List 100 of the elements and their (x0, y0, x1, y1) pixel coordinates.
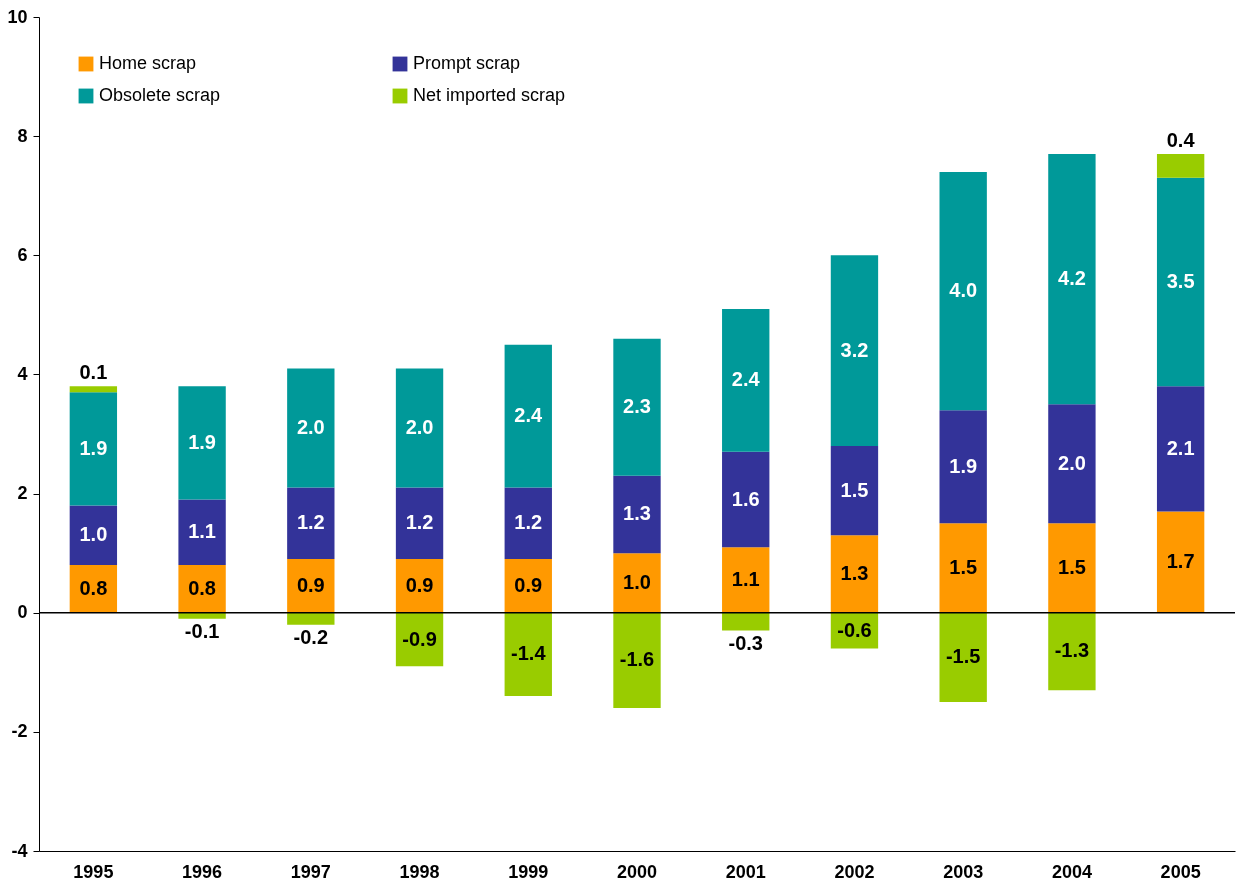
data-label: 1.2 (405, 511, 434, 534)
bar (287, 487, 335, 560)
bar (722, 612, 770, 631)
data-label: -1.3 (1054, 639, 1090, 662)
x-tick-label: 2005 (1160, 861, 1201, 882)
bar (178, 612, 226, 619)
data-label: 3.5 (1166, 270, 1195, 293)
x-tick-label: 1996 (182, 861, 223, 882)
legend-label: Obsolete scrap (99, 85, 221, 105)
data-label: 1.5 (1058, 556, 1086, 579)
bar (69, 392, 118, 506)
y-tick-label: -4 (11, 840, 28, 861)
bar (1048, 404, 1096, 524)
bar (1156, 177, 1205, 387)
bar (504, 612, 552, 697)
bar (287, 368, 335, 488)
data-label: 0.4 (1166, 129, 1196, 152)
bar (613, 475, 661, 554)
y-tick-label: 10 (7, 6, 28, 27)
data-label: 1.2 (514, 511, 543, 534)
bar (395, 368, 444, 488)
data-label: 1.9 (949, 454, 978, 477)
data-label: 1.9 (188, 430, 216, 453)
bar (178, 386, 226, 500)
data-label: 1.1 (731, 567, 760, 590)
bar (504, 344, 552, 488)
bar (1156, 511, 1205, 613)
data-label: 1.0 (623, 570, 651, 593)
x-tick-label: 2004 (1051, 861, 1092, 882)
data-label: 1.5 (949, 556, 978, 579)
y-tick-label: 2 (17, 483, 28, 504)
data-label: -0.3 (728, 631, 763, 654)
bar (613, 612, 661, 709)
data-label: 1.7 (1166, 550, 1195, 573)
legend-label: Home scrap (99, 53, 197, 73)
bar (1048, 523, 1096, 613)
bar (395, 487, 444, 560)
legend-label: Net imported scrap (413, 85, 566, 105)
bar (722, 308, 770, 452)
x-tick-label: 2000 (616, 861, 658, 882)
data-label: 1.9 (79, 436, 108, 459)
data-label: 2.4 (514, 404, 544, 427)
legend-label: Prompt scrap (413, 53, 521, 73)
bar (939, 612, 987, 703)
bar (939, 523, 987, 613)
x-tick-label: 1998 (399, 861, 440, 882)
data-label: -1.6 (619, 648, 655, 671)
data-label: 1.5 (840, 478, 869, 501)
bar (613, 338, 661, 476)
data-label: 0.8 (188, 576, 216, 599)
data-label: 1.3 (840, 561, 869, 584)
data-label: -0.1 (184, 619, 220, 642)
data-label: 4.0 (949, 279, 978, 302)
y-tick-label: 0 (17, 602, 28, 623)
x-tick-label: 2002 (834, 861, 875, 882)
bar (1156, 154, 1205, 178)
bar (69, 505, 118, 566)
y-tick-label: 8 (17, 125, 28, 146)
x-tick-label: 1997 (290, 861, 331, 882)
bar (722, 547, 770, 613)
data-label: -0.6 (837, 618, 872, 641)
bar (1048, 612, 1096, 691)
y-tick-label: 6 (17, 244, 28, 265)
x-tick-label: 1999 (508, 861, 549, 882)
bar (830, 535, 879, 613)
data-label: -1.4 (511, 642, 547, 665)
x-tick-label: 1995 (73, 861, 114, 882)
bar (178, 499, 226, 566)
data-label: 1.3 (623, 502, 651, 525)
bar (613, 553, 661, 613)
data-label: 1.6 (731, 487, 760, 510)
data-label: 0.1 (79, 361, 108, 384)
data-label: 0.9 (405, 573, 434, 596)
x-tick-label: 2003 (943, 861, 984, 882)
y-tick-label: -2 (11, 721, 28, 742)
data-label: 2.4 (731, 368, 761, 391)
bar (69, 386, 118, 393)
y-tick-label: 4 (17, 363, 28, 384)
bar (504, 487, 552, 560)
data-label: 0.8 (79, 576, 108, 599)
data-label: 4.2 (1058, 267, 1086, 290)
data-label: 2.0 (296, 416, 325, 439)
bar (939, 171, 987, 411)
x-tick-label: 2001 (725, 861, 766, 882)
data-label: -0.9 (402, 627, 437, 650)
bar (1048, 154, 1096, 405)
data-label: 2.0 (405, 416, 434, 439)
data-label: -1.5 (945, 645, 981, 668)
data-label: 0.9 (514, 573, 543, 596)
data-label: 1.2 (296, 511, 325, 534)
bar (830, 255, 879, 446)
data-label: 3.2 (840, 338, 869, 361)
bar (830, 445, 879, 536)
data-label: -0.2 (293, 625, 329, 648)
data-label: 2.1 (1166, 436, 1195, 459)
data-label: 1.0 (79, 523, 108, 546)
bar (1156, 386, 1205, 512)
bar (722, 451, 770, 548)
data-label: 2.3 (623, 395, 651, 418)
data-label: 1.1 (188, 520, 216, 543)
